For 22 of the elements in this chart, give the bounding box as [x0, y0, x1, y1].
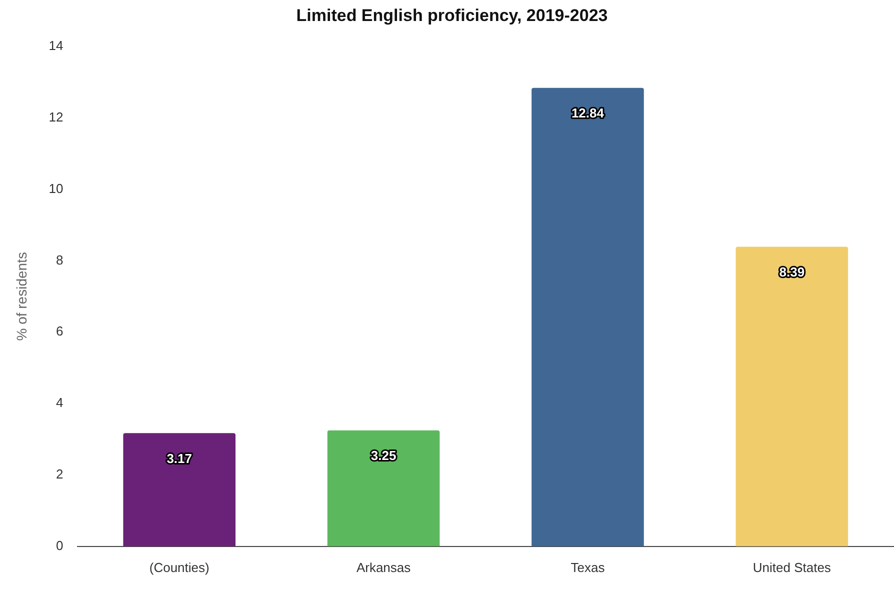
- x-tick-label: United States: [752, 560, 832, 575]
- bar: [123, 433, 236, 546]
- x-tick-label: Texas: [570, 560, 606, 575]
- y-tick-label: 2: [56, 466, 64, 482]
- y-axis-title: % of residents: [13, 252, 30, 341]
- data-label: 12.84: [571, 105, 605, 120]
- y-tick-label: 14: [48, 38, 64, 53]
- y-tick-label: 0: [56, 538, 64, 553]
- chart-title: Limited English proficiency, 2019-2023: [296, 6, 608, 25]
- x-tick-label: Arkansas: [356, 560, 412, 575]
- bar: [532, 88, 644, 546]
- y-tick-label: 8: [56, 252, 64, 268]
- y-tick-label: 6: [56, 324, 64, 339]
- bar: [327, 430, 440, 546]
- data-label: 3.25: [370, 448, 396, 463]
- y-tick-label: 12: [48, 109, 64, 124]
- y-tick-label: 10: [48, 180, 64, 196]
- y-tick-label: 4: [56, 395, 64, 410]
- x-tick-label: (Counties): [149, 560, 210, 575]
- data-label: 8.39: [779, 264, 805, 280]
- bar: [736, 246, 848, 546]
- data-label: 3.17: [166, 450, 192, 466]
